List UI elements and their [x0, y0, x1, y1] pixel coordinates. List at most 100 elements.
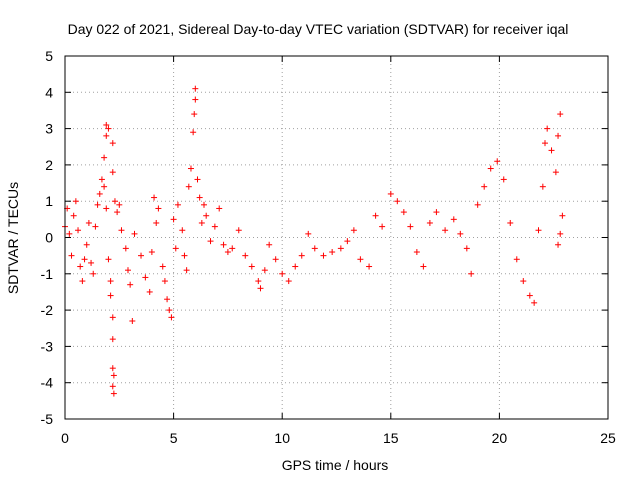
data-point-marker	[111, 198, 118, 205]
data-point-marker	[344, 238, 351, 245]
data-point-marker	[350, 227, 357, 234]
data-point-marker	[196, 194, 203, 201]
y-tick-label: 1	[45, 193, 53, 209]
data-point-marker	[68, 252, 75, 259]
data-point-marker	[129, 317, 136, 324]
y-axis-label: SDTVAR / TECUs	[5, 182, 21, 294]
data-point-marker	[148, 249, 155, 256]
data-point-marker	[442, 227, 449, 234]
y-tick-label: 2	[45, 157, 53, 173]
x-tick-label: 0	[61, 430, 69, 446]
data-point-marker	[110, 372, 117, 379]
data-point-marker	[116, 201, 123, 208]
data-point-marker	[142, 274, 149, 281]
data-point-marker	[248, 263, 255, 270]
y-tick-label: -4	[41, 375, 54, 391]
x-tick-label: 15	[383, 430, 399, 446]
data-point-marker	[101, 154, 108, 161]
data-point-marker	[487, 165, 494, 172]
data-point-marker	[548, 147, 555, 154]
y-tick-label: 0	[45, 230, 53, 246]
x-tick-label: 5	[170, 430, 178, 446]
data-point-marker	[220, 241, 227, 248]
data-point-marker	[114, 209, 121, 216]
data-point-marker	[552, 169, 559, 176]
data-point-marker	[190, 129, 197, 136]
data-point-marker	[103, 132, 110, 139]
data-point-marker	[138, 252, 145, 259]
data-point-marker	[426, 219, 433, 226]
data-point-marker	[255, 278, 262, 285]
data-point-marker	[90, 270, 97, 277]
data-point-marker	[235, 227, 242, 234]
data-point-marker	[181, 252, 188, 259]
data-point-marker	[79, 278, 86, 285]
data-point-marker	[394, 198, 401, 205]
data-point-marker	[72, 198, 79, 205]
x-axis-label: GPS time / hours	[282, 457, 389, 473]
x-tick-label: 10	[274, 430, 290, 446]
data-point-marker	[105, 256, 112, 263]
data-point-marker	[192, 96, 199, 103]
data-point-marker	[539, 183, 546, 190]
data-point-marker	[481, 183, 488, 190]
data-point-marker	[118, 227, 125, 234]
data-point-marker	[161, 278, 168, 285]
data-point-marker	[433, 209, 440, 216]
chart-title: Day 022 of 2021, Sidereal Day-to-day VTE…	[68, 21, 569, 37]
data-point-marker	[109, 383, 116, 390]
data-point-marker	[329, 249, 336, 256]
data-point-marker	[92, 223, 99, 230]
data-point-marker	[407, 223, 414, 230]
data-point-marker	[174, 201, 181, 208]
y-tick-label: -2	[41, 302, 54, 318]
y-tick-label: 3	[45, 121, 53, 137]
data-point-marker	[337, 245, 344, 252]
data-point-marker	[183, 267, 190, 274]
data-point-marker	[198, 219, 205, 226]
data-point-marker	[557, 111, 564, 118]
data-point-marker	[131, 230, 138, 237]
data-point-marker	[166, 307, 173, 314]
data-point-marker	[164, 296, 171, 303]
data-point-marker	[387, 190, 394, 197]
data-point-marker	[109, 140, 116, 147]
data-point-marker	[187, 165, 194, 172]
data-point-marker	[109, 314, 116, 321]
data-point-marker	[83, 241, 90, 248]
data-point-marker	[151, 194, 158, 201]
data-point-marker	[146, 288, 153, 295]
data-points	[62, 85, 566, 397]
tick-labels: 0 5 10 15 20 25 -5 -4 -3 -2 -1 0 1 2 3 4 5	[41, 48, 616, 446]
data-point-marker	[242, 252, 249, 259]
data-point-marker	[96, 190, 103, 197]
data-point-marker	[66, 230, 73, 237]
data-point-marker	[155, 205, 162, 212]
data-point-marker	[127, 281, 134, 288]
data-point-marker	[109, 365, 116, 372]
data-point-marker	[81, 256, 88, 263]
data-point-marker	[191, 111, 198, 118]
axis-ticks	[64, 55, 609, 420]
data-point-marker	[366, 263, 373, 270]
data-point-marker	[124, 267, 131, 274]
data-point-marker	[531, 299, 538, 306]
data-point-marker	[224, 249, 231, 256]
data-point-marker	[494, 158, 501, 165]
data-point-marker	[94, 201, 101, 208]
y-tick-label: -3	[41, 338, 54, 354]
data-point-marker	[400, 209, 407, 216]
data-point-marker	[559, 212, 566, 219]
data-point-marker	[207, 238, 214, 245]
data-point-marker	[107, 278, 114, 285]
data-point-marker	[526, 292, 533, 299]
data-point-marker	[544, 125, 551, 132]
data-point-marker	[105, 125, 112, 132]
data-point-marker	[185, 183, 192, 190]
data-point-marker	[520, 278, 527, 285]
data-point-marker	[103, 205, 110, 212]
data-point-marker	[507, 219, 514, 226]
data-point-marker	[107, 292, 114, 299]
data-point-marker	[203, 212, 210, 219]
